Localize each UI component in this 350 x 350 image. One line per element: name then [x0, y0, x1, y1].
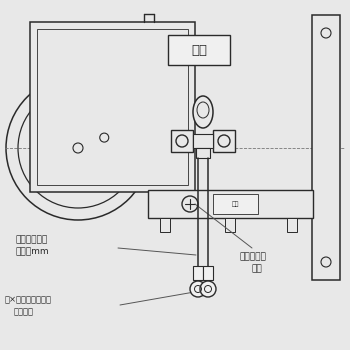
- Text: １３０mm: １３０mm: [15, 247, 49, 257]
- Bar: [37, 29, 188, 185]
- Bar: [213, 194, 258, 214]
- Bar: [30, 22, 195, 192]
- Bar: [168, 35, 230, 65]
- Text: Ｍ５: Ｍ５: [252, 265, 263, 273]
- Text: 接地: 接地: [231, 201, 239, 207]
- Bar: [287, 218, 297, 232]
- Ellipse shape: [193, 96, 213, 128]
- Bar: [196, 148, 210, 158]
- Bar: [213, 130, 235, 152]
- Text: 電源口出し線: 電源口出し線: [15, 236, 47, 245]
- Bar: [193, 266, 203, 280]
- Circle shape: [200, 281, 216, 297]
- Bar: [225, 218, 235, 232]
- Text: 圧着端子: 圧着端子: [14, 308, 34, 316]
- Circle shape: [190, 281, 206, 297]
- Bar: [203, 266, 213, 280]
- Circle shape: [6, 76, 150, 220]
- Bar: [160, 218, 170, 232]
- Bar: [148, 190, 313, 218]
- Text: アースネジ: アースネジ: [240, 252, 267, 261]
- Bar: [312, 15, 340, 280]
- Bar: [171, 130, 193, 152]
- Bar: [193, 134, 213, 148]
- Text: 銘板: 銘板: [191, 43, 207, 56]
- Text: ２×ＴＭＥＶ２－４: ２×ＴＭＥＶ２－４: [5, 295, 52, 304]
